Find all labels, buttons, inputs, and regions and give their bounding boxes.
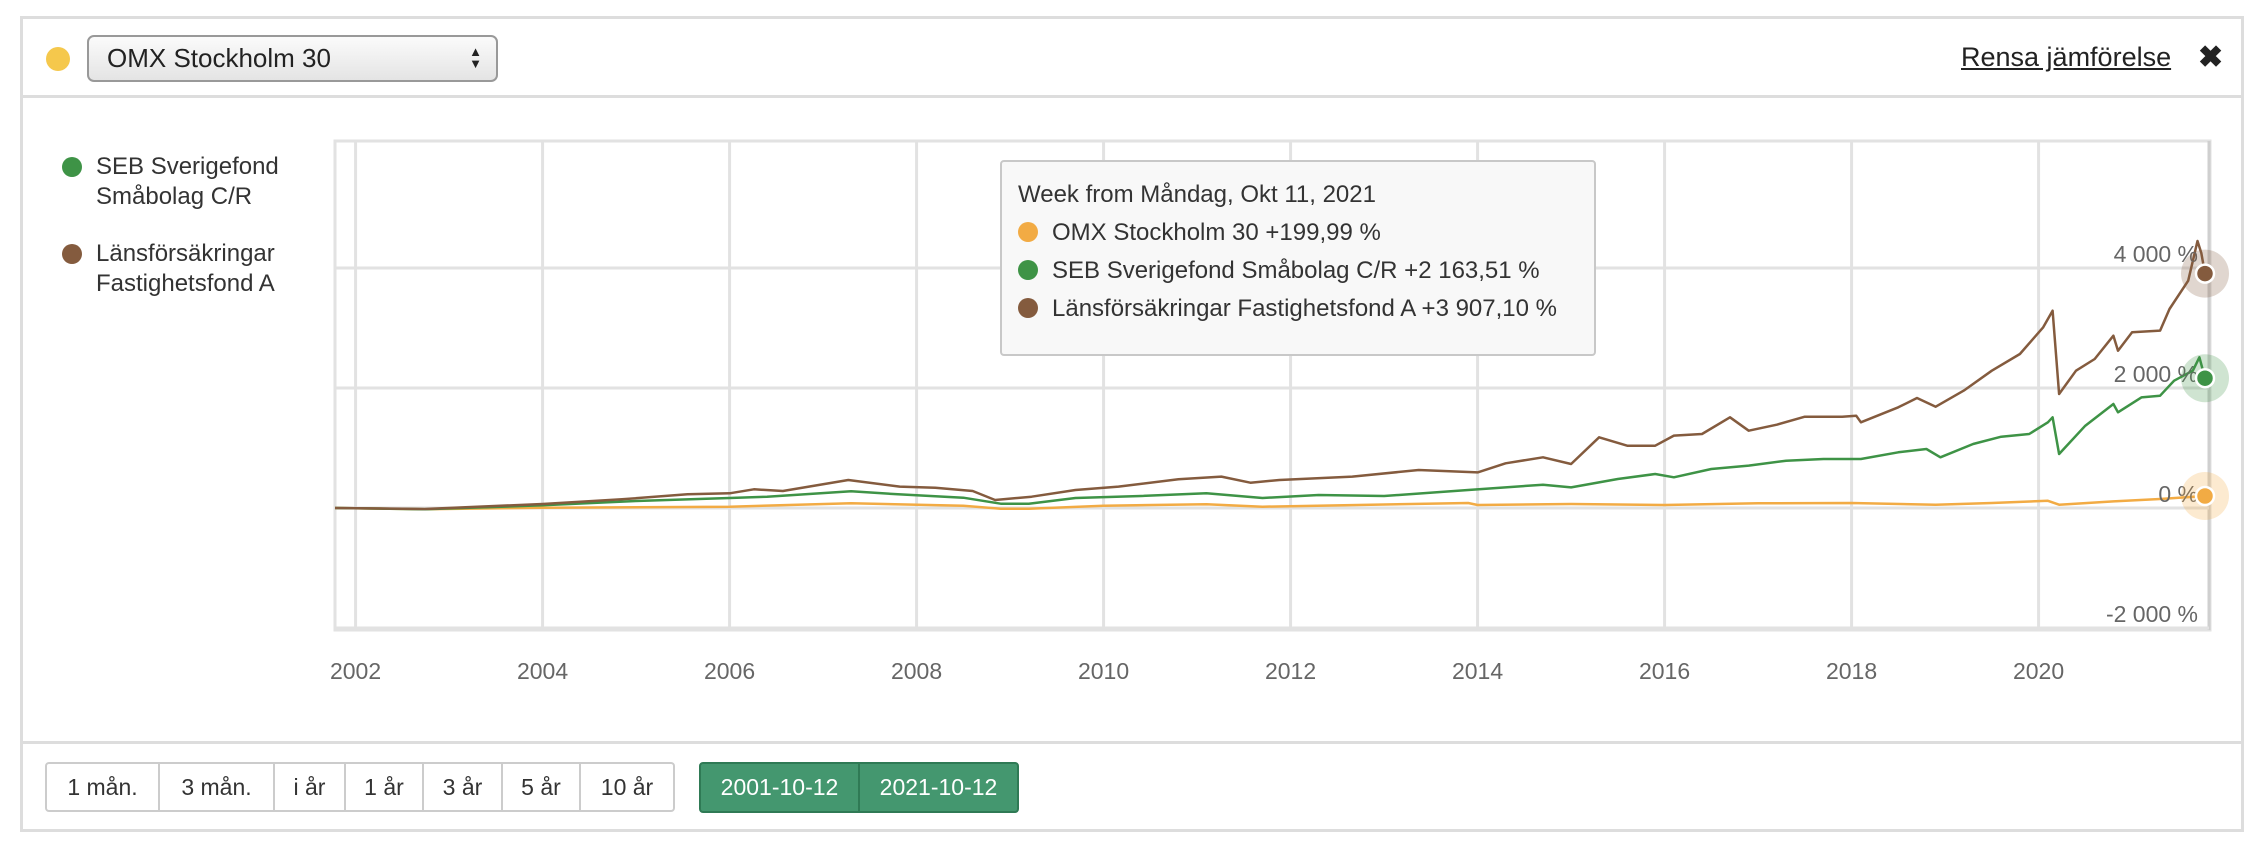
legend-item-seb[interactable]: SEB Sverigefond Småbolag C/R	[60, 152, 356, 212]
range-3-month-button[interactable]: 3 mån.	[160, 764, 275, 810]
tooltip-row-seb: SEB Sverigefond Småbolag C/R +2 163,51 %	[1018, 252, 1594, 290]
series-dot-icon	[1018, 260, 1038, 280]
date-range: 2001-10-12 2021-10-12	[699, 762, 1019, 813]
tooltip-value: Länsförsäkringar Fastighetsfond A +3 907…	[1052, 295, 1557, 322]
legend-dot-icon	[62, 157, 82, 177]
series-dot-icon	[1018, 298, 1038, 318]
series-end-marker[interactable]	[2194, 367, 2216, 389]
tooltip-value: SEB Sverigefond Småbolag C/R +2 163,51 %	[1052, 257, 1540, 284]
tooltip-value: OMX Stockholm 30 +199,99 %	[1052, 219, 1381, 246]
range-1-year-button[interactable]: 1 år	[346, 764, 424, 810]
chart-panel	[20, 16, 2244, 832]
x-tick-label: 2020	[2013, 658, 2064, 684]
series-line-2	[334, 239, 2207, 511]
legend-label: Fastighetsfond A	[96, 270, 275, 297]
y-tick-label: 4 000 %	[2114, 241, 2198, 267]
x-tick-label: 2018	[1826, 658, 1877, 684]
clear-comparison-link[interactable]: Rensa jämförelse	[1961, 42, 2172, 72]
tooltip-title: Week from Måndag, Okt 11, 2021	[1018, 181, 1376, 208]
select-arrows-icon: ▲ ▼	[469, 44, 482, 71]
x-tick-label: 2010	[1078, 658, 1129, 684]
legend-label: Länsförsäkringar	[96, 240, 275, 267]
x-tick-label: 2002	[330, 658, 381, 684]
y-tick-label: 2 000 %	[2114, 361, 2198, 387]
x-tick-label: 2014	[1452, 658, 1503, 684]
y-tick-label: 0 %	[2158, 481, 2198, 507]
series-dot-icon	[1018, 222, 1038, 242]
tooltip-row-omx: OMX Stockholm 30 +199,99 %	[1018, 214, 1594, 252]
x-tick-label: 2012	[1265, 658, 1316, 684]
index-select-value: OMX Stockholm 30	[107, 43, 331, 73]
range-button-group: 1 mån. 3 mån. i år 1 år 3 år 5 år 10 år	[45, 762, 675, 812]
y-tick-label: -2 000 %	[2106, 601, 2198, 627]
tooltip-row-lf: Länsförsäkringar Fastighetsfond A +3 907…	[1018, 290, 1594, 328]
x-tick-label: 2008	[891, 658, 942, 684]
x-tick-label: 2006	[704, 658, 755, 684]
header-divider	[20, 95, 2244, 98]
range-ytd-button[interactable]: i år	[275, 764, 346, 810]
series-end-marker[interactable]	[2194, 485, 2216, 507]
x-tick-label: 2004	[517, 658, 568, 684]
legend-item-lansforsakringar[interactable]: Länsförsäkringar Fastighetsfond A	[60, 239, 356, 299]
x-tick-label: 2016	[1639, 658, 1690, 684]
date-from-button[interactable]: 2001-10-12	[701, 764, 860, 811]
index-color-dot	[46, 47, 70, 71]
legend-label: SEB Sverigefond	[96, 153, 279, 180]
range-10-year-button[interactable]: 10 år	[600, 774, 654, 800]
chart-tooltip: Week from Måndag, Okt 11, 2021 OMX Stock…	[1000, 160, 1596, 356]
legend-label: Småbolag C/R	[96, 183, 253, 210]
series-line-1	[334, 356, 2207, 511]
date-to-button[interactable]: 2021-10-12	[879, 774, 998, 800]
range-3-year-button[interactable]: 3 år	[424, 764, 503, 810]
footer-divider	[20, 741, 2244, 744]
series-end-marker[interactable]	[2194, 263, 2216, 284]
range-1-month-button[interactable]: 1 mån.	[47, 764, 160, 810]
index-select[interactable]: OMX Stockholm 30 ▲ ▼	[87, 35, 498, 82]
range-5-year-button[interactable]: 5 år	[503, 764, 581, 810]
close-icon[interactable]: ✖	[2198, 41, 2224, 74]
series-line-0	[334, 494, 2206, 511]
legend-dot-icon	[62, 244, 82, 264]
